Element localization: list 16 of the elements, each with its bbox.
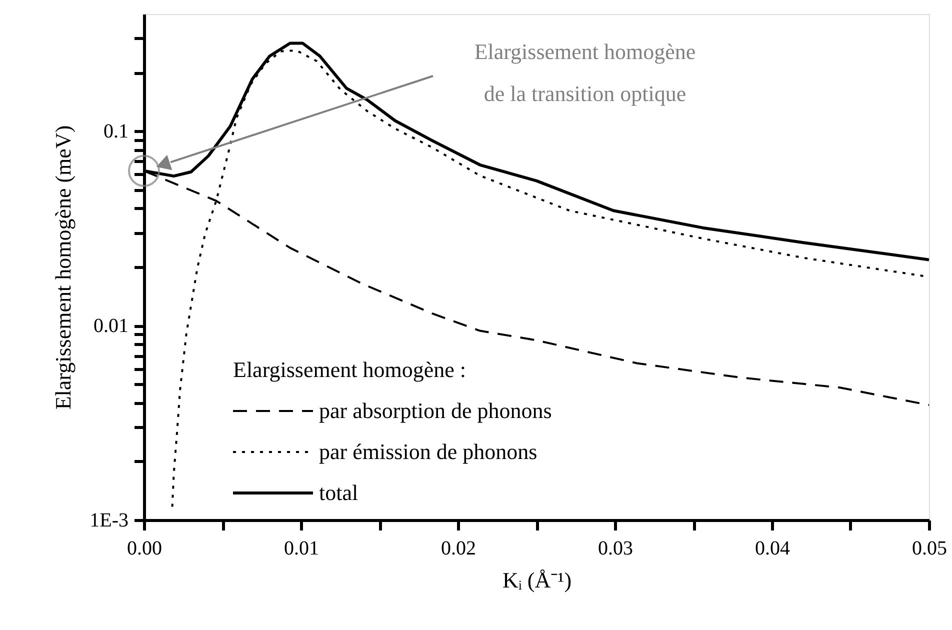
x-tick-label: 0.00 — [127, 538, 162, 560]
x-axis-title: Kᵢ (Å⁻¹) — [502, 568, 572, 592]
x-tick-label: 0.03 — [598, 538, 633, 560]
y-axis-title: Elargissement homogène (meV) — [50, 125, 76, 410]
y-tick-label: 0.01 — [94, 315, 128, 338]
legend-label: total — [319, 480, 358, 505]
x-tick-label: 0.02 — [441, 538, 476, 560]
legend-label: par émission de phonons — [319, 439, 538, 464]
y-tick-label: 0.1 — [104, 120, 128, 143]
y-tick-label: 1E-3 — [90, 510, 128, 532]
x-tick-label: 0.04 — [755, 538, 790, 560]
annotation: Elargissement homogène de la transition optique — [474, 39, 696, 106]
x-tick-label: 0.05 — [912, 538, 947, 560]
legend-title: Elargissement homogène : — [233, 357, 466, 382]
legend-label: par absorption de phonons — [319, 398, 552, 423]
x-tick-label: 0.01 — [284, 538, 319, 560]
